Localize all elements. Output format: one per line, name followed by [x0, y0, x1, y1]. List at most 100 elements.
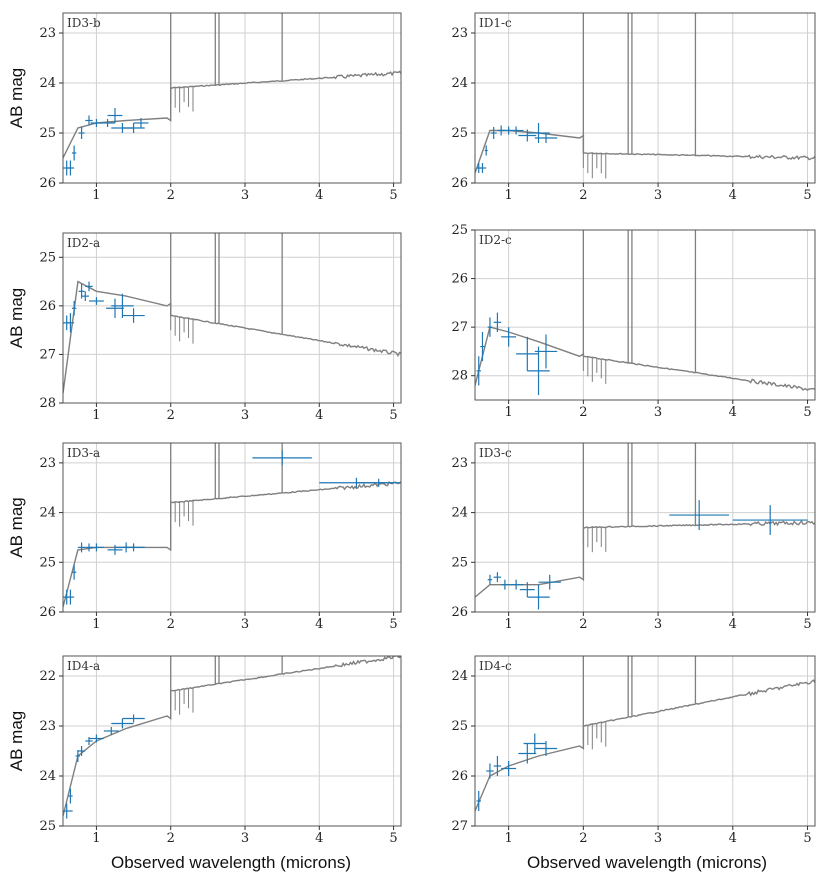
x-tick-label: 2 — [167, 188, 175, 203]
y-tick-label: 26 — [39, 605, 56, 620]
y-tick-label: 24 — [451, 76, 468, 91]
panel-label: ID3-c — [479, 446, 512, 460]
x-tick-label: 2 — [579, 831, 587, 846]
y-tick-label: 25 — [451, 719, 468, 734]
panel-label: ID4-a — [67, 659, 100, 673]
photometry — [476, 123, 558, 173]
x-axis-label-right: Observed wavelength (microns) — [527, 853, 767, 872]
photometry — [63, 281, 145, 333]
y-tick-label: 28 — [451, 369, 468, 384]
model-curve — [475, 519, 815, 598]
y-tick-label: 25 — [39, 555, 56, 570]
model-spectrum — [63, 656, 401, 817]
x-tick-label: 2 — [167, 408, 175, 423]
x-tick-label: 4 — [729, 405, 737, 420]
model-spectrum — [63, 443, 401, 608]
x-tick-label: 5 — [389, 188, 397, 203]
model-spectrum — [475, 443, 815, 598]
x-tick-label: 5 — [803, 188, 811, 203]
x-tick-label: 5 — [803, 831, 811, 846]
panel-frame — [474, 229, 816, 401]
y-tick-label: 26 — [39, 176, 56, 191]
y-tick-label: 27 — [451, 819, 468, 834]
model-spectrum — [475, 13, 815, 179]
panel-label: ID3-a — [67, 446, 100, 460]
panel-label: ID3-b — [67, 16, 101, 30]
x-tick-label: 4 — [729, 831, 737, 846]
x-tick-label: 1 — [504, 188, 512, 203]
model-curve — [475, 129, 815, 174]
x-tick-label: 5 — [389, 617, 397, 632]
x-tick-label: 1 — [504, 617, 512, 632]
panel-ID2-a: 1 2 3 4 5 25 26 27 28 ID2-a AB mag — [7, 232, 402, 423]
x-tick-label: 3 — [241, 617, 249, 632]
x-tick-label: 4 — [315, 188, 323, 203]
y-tick-label: 24 — [451, 669, 468, 684]
x-tick-label: 4 — [729, 617, 737, 632]
y-axis-label: AB mag — [7, 68, 26, 128]
x-tick-label: 3 — [654, 405, 662, 420]
x-tick-label: 5 — [389, 408, 397, 423]
y-tick-label: 27 — [451, 320, 468, 335]
y-tick-label: 22 — [39, 669, 56, 684]
model-curve — [63, 480, 401, 608]
model-spectrum — [475, 656, 815, 812]
photometry — [476, 733, 558, 811]
model-curve — [63, 280, 401, 394]
x-tick-label: 2 — [579, 617, 587, 632]
x-tick-label: 1 — [92, 188, 100, 203]
x-tick-label: 2 — [579, 188, 587, 203]
panel-label: ID2-a — [67, 236, 100, 250]
y-tick-label: 24 — [39, 506, 56, 521]
x-tick-label: 2 — [167, 831, 175, 846]
x-tick-label: 1 — [92, 408, 100, 423]
x-tick-label: 2 — [167, 617, 175, 632]
model-curve — [63, 70, 401, 159]
panel-frame — [474, 655, 816, 827]
y-tick-label: 26 — [451, 605, 468, 620]
y-tick-label: 24 — [39, 76, 56, 91]
x-tick-label: 3 — [654, 188, 662, 203]
panel-frame — [62, 442, 402, 613]
model-spectrum — [63, 13, 401, 159]
model-curve — [475, 326, 815, 391]
y-tick-label: 28 — [39, 396, 56, 411]
x-tick-label: 3 — [241, 188, 249, 203]
y-tick-label: 23 — [451, 26, 468, 41]
y-tick-label: 23 — [39, 456, 56, 471]
x-tick-label: 3 — [654, 617, 662, 632]
panel-label: ID1-c — [479, 16, 512, 30]
panel-frame — [62, 232, 402, 404]
photometry — [63, 714, 145, 819]
x-tick-label: 4 — [729, 188, 737, 203]
x-tick-label: 5 — [803, 617, 811, 632]
photometry — [487, 500, 808, 610]
x-tick-label: 3 — [654, 831, 662, 846]
y-tick-label: 26 — [39, 299, 56, 314]
panel-frame — [474, 442, 816, 613]
y-tick-label: 26 — [451, 176, 468, 191]
x-tick-label: 5 — [803, 405, 811, 420]
x-axis-label-left: Observed wavelength (microns) — [111, 853, 351, 872]
x-tick-label: 3 — [241, 831, 249, 846]
y-tick-label: 25 — [39, 126, 56, 141]
photometry — [476, 312, 558, 396]
y-tick-label: 25 — [451, 223, 468, 238]
model-spectrum — [63, 233, 401, 394]
y-axis-label: AB mag — [7, 497, 26, 557]
model-curve — [475, 679, 815, 812]
photometry — [63, 108, 149, 176]
x-tick-label: 4 — [315, 831, 323, 846]
y-tick-label: 23 — [39, 26, 56, 41]
model-spectrum — [475, 230, 815, 391]
panel-frame — [474, 12, 816, 184]
x-tick-label: 1 — [504, 831, 512, 846]
x-tick-label: 4 — [315, 408, 323, 423]
x-tick-label: 1 — [92, 831, 100, 846]
panel-ID2-c: 1 2 3 4 5 25 26 27 28 ID2-c — [451, 223, 816, 420]
